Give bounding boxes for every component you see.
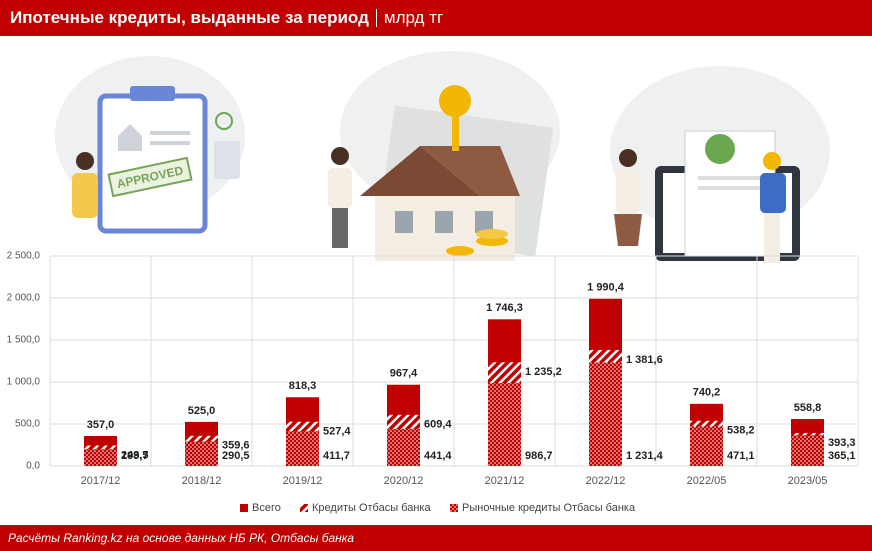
separator (375, 9, 377, 27)
footer: Расчёты Ranking.kz на основе данных НБ Р… (0, 525, 872, 551)
bar (286, 431, 319, 466)
value-label: 290,5 (222, 450, 250, 462)
x-tick-label: 2021/12 (485, 475, 525, 487)
y-tick-label: 1 500,0 (7, 335, 41, 346)
value-label: 967,4 (390, 368, 418, 380)
y-tick-label: 500,0 (15, 419, 40, 430)
title: Ипотечные кредиты, выданные за период (10, 8, 369, 27)
legend-swatch (300, 504, 308, 512)
value-label: 527,4 (323, 426, 351, 438)
y-tick-label: 1 000,0 (7, 377, 41, 388)
value-label: 359,6 (222, 440, 250, 452)
y-tick-label: 2 500,0 (7, 251, 41, 262)
value-label: 818,3 (289, 380, 317, 392)
bar (690, 426, 723, 466)
x-tick-label: 2022/05 (687, 475, 727, 487)
value-label: 740,2 (693, 387, 721, 399)
value-label: 411,7 (323, 450, 350, 462)
value-label: 1 990,4 (587, 282, 625, 294)
value-label: 609,4 (424, 419, 452, 431)
legend-swatch (450, 504, 458, 512)
value-label: 393,3 (828, 437, 856, 449)
value-label: 525,0 (188, 405, 216, 417)
legend-label: Рыночные кредиты Отбасы банка (462, 502, 636, 514)
bar (185, 441, 218, 466)
value-label: 243,5 (121, 449, 149, 461)
value-label: 365,1 (828, 450, 856, 462)
legend-label: Всего (252, 502, 281, 514)
header: Ипотечные кредиты, выданные за период мл… (0, 0, 872, 36)
value-label: 986,7 (525, 450, 553, 462)
y-tick-label: 0,0 (26, 461, 40, 472)
bar (488, 383, 521, 466)
x-tick-label: 2019/12 (283, 475, 323, 487)
bar (791, 435, 824, 466)
bar (387, 428, 420, 466)
value-label: 199,7 (121, 450, 149, 462)
x-tick-label: 2020/12 (384, 475, 424, 487)
unit: млрд тг (383, 8, 444, 27)
legend-label: Кредиты Отбасы банка (312, 502, 431, 514)
chart: APPROVED 0,0 500,0 1 000,0 1 500,0 2 000,0 2 … (7, 51, 859, 514)
value-label: 471,1 (727, 450, 755, 462)
value-label: 441,4 (424, 450, 452, 462)
value-label: 538,2 (727, 425, 755, 437)
x-tick-label: 2023/05 (788, 475, 828, 487)
value-label: 1 381,6 (626, 354, 663, 366)
value-label: 357,0 (87, 419, 115, 431)
bar (589, 362, 622, 466)
illustrations: APPROVED (55, 51, 830, 263)
value-label: 1 231,4 (626, 450, 664, 462)
value-label: 1 235,2 (525, 366, 562, 378)
value-label: 1 746,3 (486, 302, 523, 314)
x-tick-label: 2018/12 (182, 475, 222, 487)
legend-swatch (240, 504, 248, 512)
source: Расчёты Ranking.kz на основе данных НБ Р… (8, 531, 355, 545)
y-tick-label: 2 000,0 (7, 293, 41, 304)
value-label: 558,8 (794, 402, 822, 414)
bar (84, 449, 117, 466)
x-tick-label: 2017/12 (81, 475, 121, 487)
x-tick-label: 2022/12 (586, 475, 626, 487)
